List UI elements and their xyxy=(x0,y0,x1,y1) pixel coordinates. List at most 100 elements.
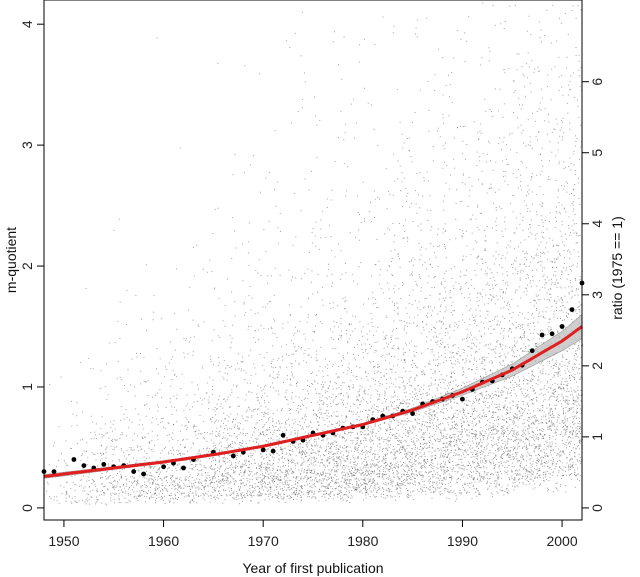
scatter-point xyxy=(289,378,291,380)
scatter-point xyxy=(479,474,481,476)
scatter-point xyxy=(66,492,67,494)
scatter-point xyxy=(549,293,550,295)
scatter-point xyxy=(456,30,458,32)
scatter-point xyxy=(300,405,301,407)
scatter-point xyxy=(451,468,453,470)
scatter-point xyxy=(575,232,577,234)
scatter-point xyxy=(339,434,341,436)
scatter-point xyxy=(440,455,441,457)
scatter-point xyxy=(440,374,442,376)
scatter-point xyxy=(577,446,579,448)
scatter-point xyxy=(562,451,564,453)
scatter-point xyxy=(524,408,526,410)
scatter-point xyxy=(280,231,281,233)
scatter-point xyxy=(403,327,405,329)
scatter-point xyxy=(462,319,464,321)
scatter-point xyxy=(401,476,403,478)
scatter-point xyxy=(265,440,267,441)
scatter-point xyxy=(350,380,352,382)
scatter-point xyxy=(560,468,562,470)
scatter-point xyxy=(546,454,548,456)
scatter-point xyxy=(467,287,469,289)
scatter-point xyxy=(472,486,474,487)
scatter-point xyxy=(453,399,455,400)
scatter-point xyxy=(326,439,328,441)
scatter-point xyxy=(164,427,166,429)
scatter-point xyxy=(422,327,424,329)
scatter-point xyxy=(296,448,298,450)
scatter-point xyxy=(198,470,200,472)
scatter-point xyxy=(233,481,235,483)
scatter-point xyxy=(371,440,373,442)
scatter-point xyxy=(492,328,494,330)
scatter-point xyxy=(249,391,251,393)
scatter-point xyxy=(181,494,183,496)
scatter-point xyxy=(135,498,137,500)
scatter-point xyxy=(345,420,347,422)
scatter-point xyxy=(332,41,334,43)
scatter-point xyxy=(392,194,394,196)
scatter-point xyxy=(393,411,395,413)
scatter-point xyxy=(297,111,299,112)
scatter-point xyxy=(241,463,243,465)
scatter-point xyxy=(198,429,200,431)
scatter-point xyxy=(319,489,321,491)
scatter-point xyxy=(125,502,127,504)
scatter-point xyxy=(456,417,458,418)
scatter-point xyxy=(539,289,541,291)
scatter-point xyxy=(354,404,356,405)
scatter-point xyxy=(475,309,477,311)
scatter-point xyxy=(224,480,226,481)
scatter-point xyxy=(511,299,513,300)
scatter-point xyxy=(140,485,142,487)
scatter-point xyxy=(378,380,380,382)
scatter-point xyxy=(482,476,484,478)
scatter-point xyxy=(526,478,528,479)
scatter-point xyxy=(391,462,392,464)
scatter-point xyxy=(435,430,437,432)
scatter-point xyxy=(500,346,502,348)
scatter-point xyxy=(563,407,565,409)
scatter-point xyxy=(148,479,150,481)
scatter-point xyxy=(395,467,396,469)
scatter-point xyxy=(487,267,489,269)
scatter-point xyxy=(212,457,214,459)
scatter-point xyxy=(149,474,150,476)
scatter-point xyxy=(536,194,538,196)
scatter-point xyxy=(293,487,295,489)
scatter-point xyxy=(232,324,233,326)
scatter-point xyxy=(288,489,290,491)
scatter-point xyxy=(383,458,385,460)
scatter-point xyxy=(359,394,360,396)
scatter-point xyxy=(74,496,76,498)
scatter-point xyxy=(497,415,499,417)
scatter-point xyxy=(242,418,244,420)
scatter-point xyxy=(348,490,350,492)
scatter-point xyxy=(153,467,155,469)
scatter-point xyxy=(453,158,455,160)
scatter-point xyxy=(502,443,504,445)
scatter-point xyxy=(223,378,225,380)
scatter-point xyxy=(429,295,431,296)
scatter-point xyxy=(400,376,402,378)
scatter-point xyxy=(507,244,509,246)
scatter-point xyxy=(532,488,534,490)
scatter-point xyxy=(277,429,279,431)
scatter-point xyxy=(555,244,557,246)
scatter-point xyxy=(104,492,106,494)
scatter-point xyxy=(436,425,437,427)
scatter-point xyxy=(413,322,414,324)
scatter-point xyxy=(579,441,581,443)
scatter-point xyxy=(534,234,536,236)
scatter-point xyxy=(565,350,567,352)
scatter-point xyxy=(535,454,537,456)
scatter-point xyxy=(474,372,476,374)
scatter-point xyxy=(468,297,470,299)
scatter-point xyxy=(420,467,422,469)
scatter-point xyxy=(407,432,409,434)
scatter-point xyxy=(486,161,488,163)
scatter-point xyxy=(550,395,552,397)
scatter-point xyxy=(255,428,257,430)
scatter-point xyxy=(572,465,573,467)
scatter-point xyxy=(424,456,426,458)
